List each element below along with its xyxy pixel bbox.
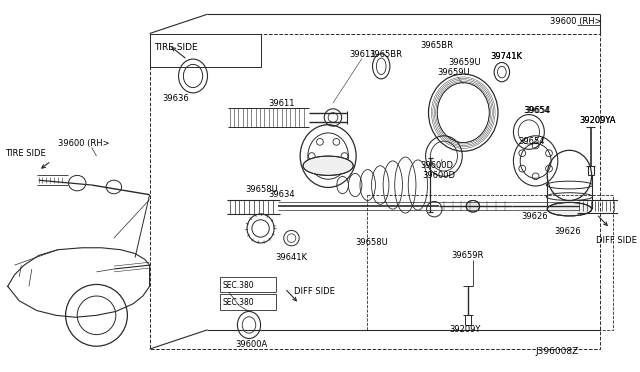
Text: 39600 (RH>: 39600 (RH>: [550, 17, 602, 26]
Text: 39600A: 39600A: [236, 340, 268, 349]
Text: 39659U: 39659U: [449, 58, 481, 67]
Text: 39626: 39626: [554, 227, 580, 236]
Ellipse shape: [547, 202, 591, 216]
Text: SEC.380: SEC.380: [223, 298, 255, 307]
Text: 39654: 39654: [523, 106, 550, 115]
Text: 39654: 39654: [518, 137, 545, 146]
Text: 39209YA: 39209YA: [579, 116, 616, 125]
Text: 3965BR: 3965BR: [420, 41, 454, 49]
Text: 39658U: 39658U: [355, 238, 388, 247]
Text: J396008Z: J396008Z: [536, 347, 579, 356]
Text: 39600D: 39600D: [420, 161, 453, 170]
Text: 39636: 39636: [162, 94, 189, 103]
Text: 39659R: 39659R: [452, 251, 484, 260]
Bar: [367, 195, 613, 330]
Text: 3965BR: 3965BR: [370, 50, 403, 59]
Text: 39659U: 39659U: [437, 68, 470, 77]
Text: TIRE SIDE: TIRE SIDE: [5, 149, 45, 158]
Ellipse shape: [466, 201, 479, 212]
Text: 39626: 39626: [521, 212, 548, 221]
Text: 39209Y: 39209Y: [450, 325, 481, 334]
Text: 39209YA: 39209YA: [579, 116, 616, 125]
Bar: [220, 294, 276, 310]
Text: 39634: 39634: [268, 190, 295, 199]
Text: 39611: 39611: [349, 50, 376, 59]
Ellipse shape: [303, 156, 353, 175]
Text: 39741K: 39741K: [490, 52, 522, 61]
Text: 39641K: 39641K: [275, 253, 307, 262]
Bar: [150, 33, 260, 67]
Text: 39654: 39654: [524, 106, 550, 115]
Text: 39600 (RH>: 39600 (RH>: [58, 139, 109, 148]
Bar: [150, 33, 600, 349]
Text: 39658U: 39658U: [245, 185, 278, 194]
Text: DIFF SIDE: DIFF SIDE: [294, 287, 335, 296]
Bar: [220, 277, 276, 292]
Text: 39600D: 39600D: [422, 171, 456, 180]
Text: DIFF SIDE: DIFF SIDE: [596, 235, 637, 244]
Text: 39741K: 39741K: [490, 52, 522, 61]
Text: TIRE SIDE: TIRE SIDE: [154, 42, 198, 52]
Text: 39611: 39611: [268, 99, 295, 108]
Text: SEC.380: SEC.380: [223, 281, 255, 290]
